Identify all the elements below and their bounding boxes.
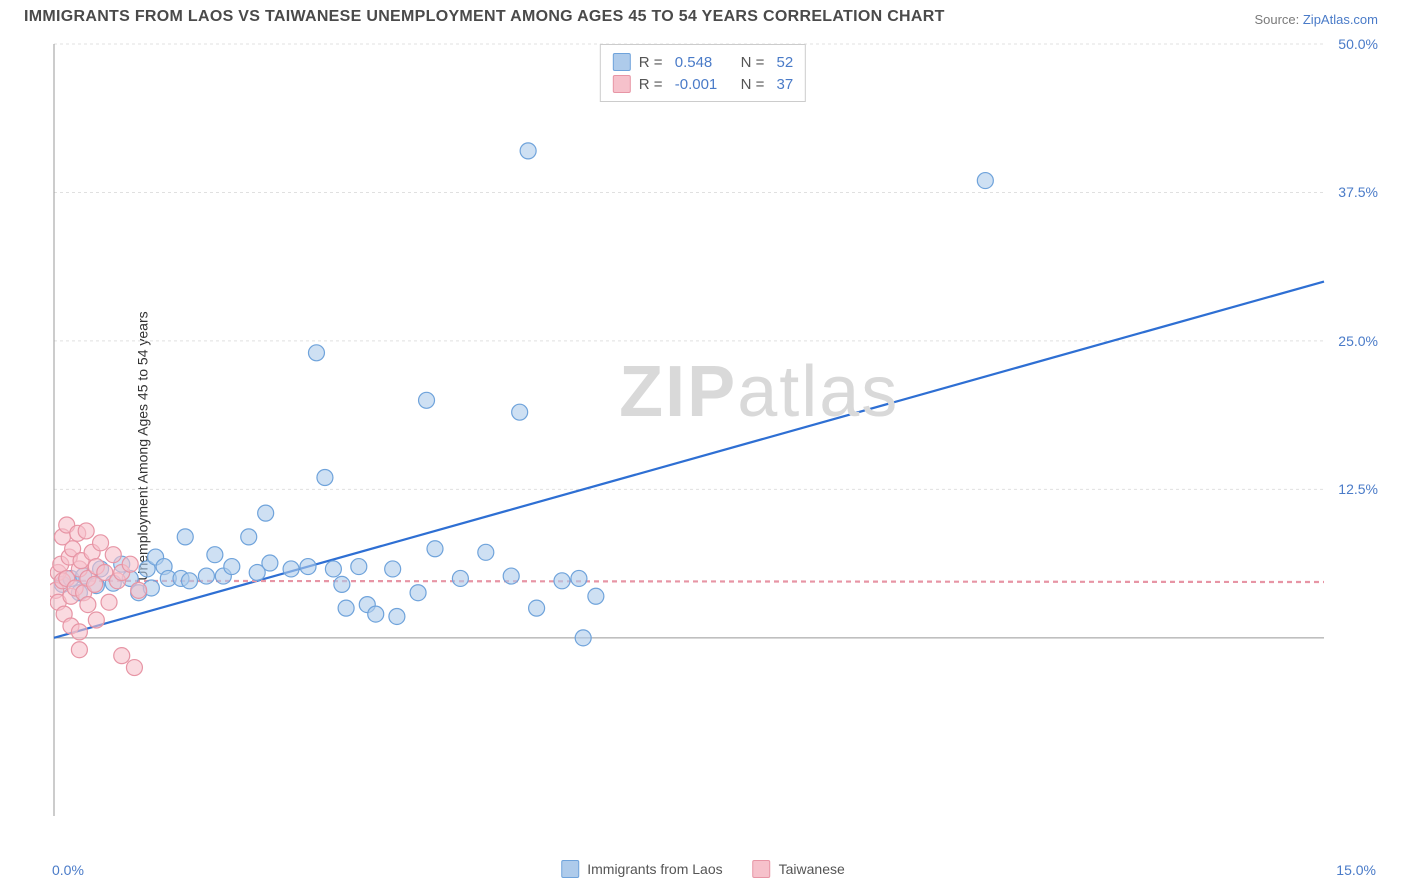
n-value: 37 xyxy=(772,76,793,93)
legend-swatch xyxy=(753,860,771,878)
r-value: -0.001 xyxy=(671,76,727,93)
n-label: N = xyxy=(741,76,765,93)
watermark: ZIPatlas xyxy=(619,351,899,433)
r-label: R = xyxy=(639,54,663,71)
n-value: 52 xyxy=(772,54,793,71)
y-tick: 37.5% xyxy=(1338,184,1378,200)
legend-swatch xyxy=(561,860,579,878)
y-tick: 25.0% xyxy=(1338,333,1378,349)
r-label: R = xyxy=(639,76,663,93)
source-link[interactable]: ZipAtlas.com xyxy=(1303,12,1378,27)
y-tick: 12.5% xyxy=(1338,481,1378,497)
x-tick-min: 0.0% xyxy=(52,862,84,878)
y-tick: 50.0% xyxy=(1338,36,1378,52)
legend-row: R = -0.001 N = 37 xyxy=(613,73,793,95)
legend-swatch xyxy=(613,75,631,93)
source-attribution: Source: ZipAtlas.com xyxy=(1254,12,1378,27)
correlation-legend: R = 0.548 N = 52 R = -0.001 N = 37 xyxy=(600,44,806,102)
series-legend: Immigrants from Laos Taiwanese xyxy=(561,860,845,878)
legend-label: Taiwanese xyxy=(779,861,845,877)
source-label: Source: xyxy=(1254,12,1302,27)
legend-swatch xyxy=(613,53,631,71)
legend-item: Taiwanese xyxy=(753,860,845,878)
plot-area xyxy=(50,40,1380,850)
legend-row: R = 0.548 N = 52 xyxy=(613,51,793,73)
x-tick-max: 15.0% xyxy=(1336,862,1376,878)
chart-title: IMMIGRANTS FROM LAOS VS TAIWANESE UNEMPL… xyxy=(24,8,945,26)
legend-item: Immigrants from Laos xyxy=(561,860,722,878)
r-value: 0.548 xyxy=(671,54,727,71)
legend-label: Immigrants from Laos xyxy=(587,861,722,877)
scatter-svg xyxy=(50,40,1380,850)
n-label: N = xyxy=(741,54,765,71)
